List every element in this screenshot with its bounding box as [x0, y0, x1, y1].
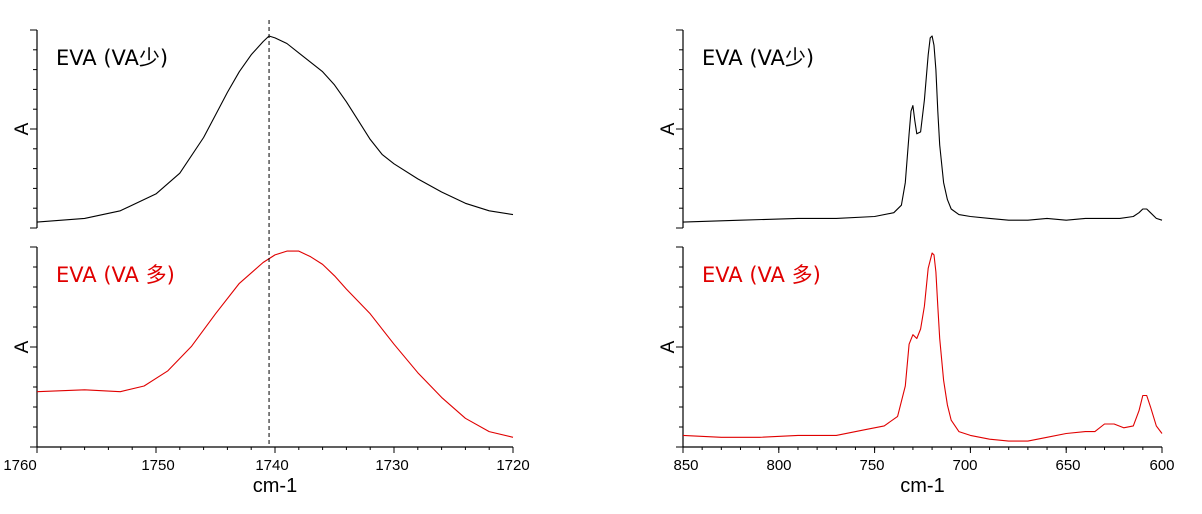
x-tick-label: 800 [766, 457, 791, 474]
spectrum-line [36, 250, 514, 438]
panel-1: A EVA (VA少) [12, 29, 514, 229]
carbonyl-region-chart: A EVA (VA少) A EVA (VA 多) 1760 1750 1740 1730 172… [3, 20, 530, 497]
x-axis-label: cm-1 [253, 475, 297, 497]
x-tick-label: 750 [859, 457, 884, 474]
x-tick-label: 1750 [141, 457, 174, 474]
y-axis-label: A [12, 340, 33, 353]
panel-2: A EVA (VA 多) [12, 246, 514, 448]
x-tick-label: 650 [1055, 457, 1080, 474]
y-axis-label: A [658, 340, 679, 353]
spectrum-line [682, 35, 1163, 223]
x-tick-label: 1730 [375, 457, 408, 474]
panel-label: EVA (VA少) [702, 46, 814, 70]
x-tick-label: 600 [1149, 457, 1174, 474]
fingerprint-region-chart: A EVA (VA少) A EVA (VA 多) 850 800 750 700 650 600 c… [658, 29, 1175, 497]
panel-1: A EVA (VA少) [658, 29, 1163, 229]
x-tick-label: 850 [673, 457, 698, 474]
panel-label: EVA (VA 多) [702, 263, 821, 287]
x-tick-label: 1760 [3, 457, 36, 474]
panel-label: EVA (VA 多) [56, 263, 175, 287]
spectrum-line [36, 35, 514, 223]
y-axis-label: A [12, 122, 33, 135]
spectrum-line [682, 252, 1163, 442]
x-tick-label: 1740 [255, 457, 288, 474]
y-axis-label: A [658, 122, 679, 135]
x-tick-label: 1720 [496, 457, 529, 474]
panel-label: EVA (VA少) [56, 46, 168, 70]
x-tick-label: 700 [952, 457, 977, 474]
panel-2: A EVA (VA 多) [658, 246, 1163, 448]
x-axis-label: cm-1 [900, 475, 944, 497]
